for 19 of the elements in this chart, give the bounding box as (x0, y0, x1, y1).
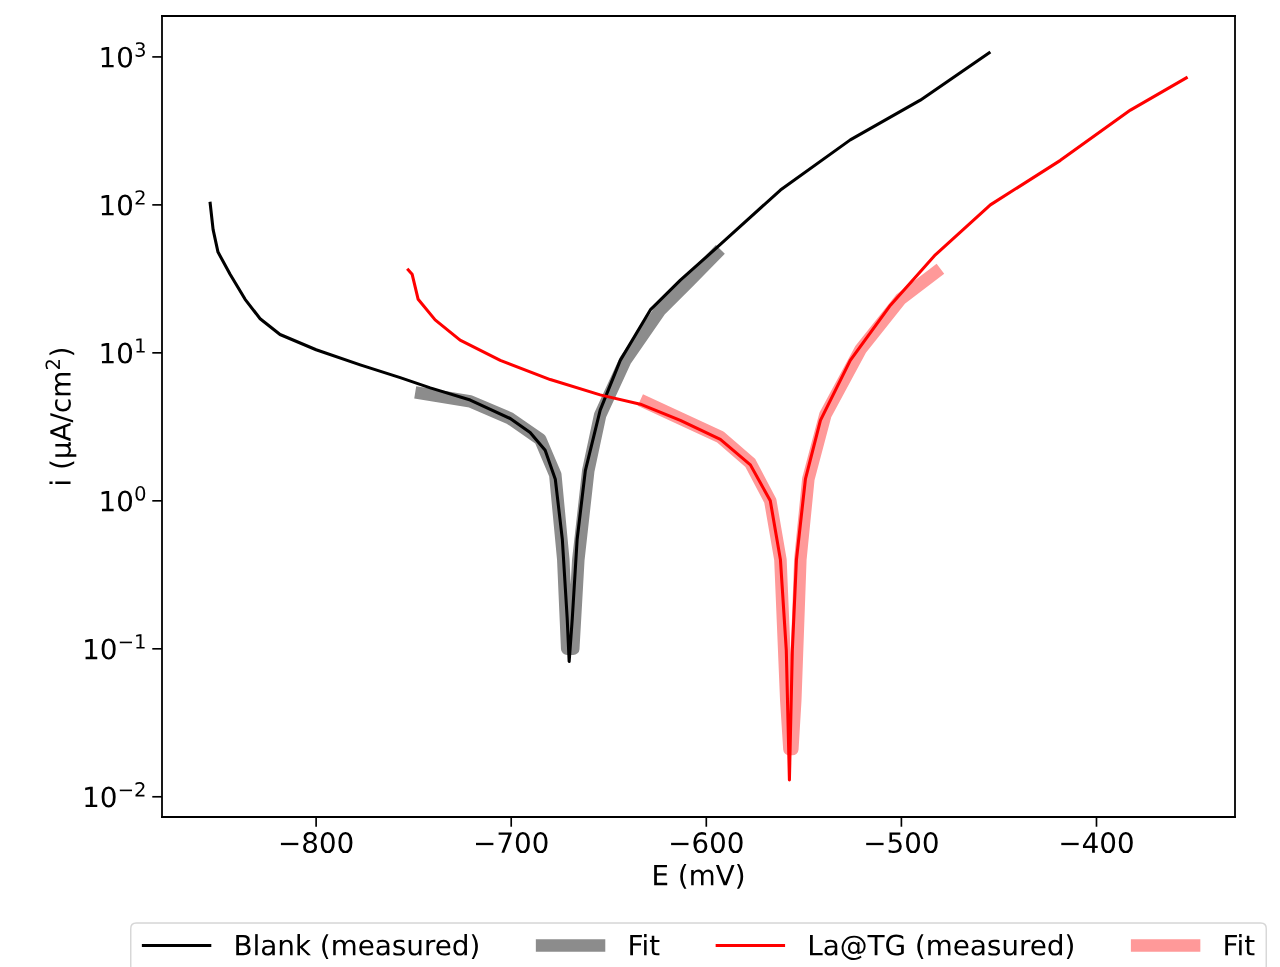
line-series (405, 75, 1190, 782)
x-axis-title: E (mV) (654, 864, 744, 889)
y-axis-title: i (µA/cm$^{2}$) (45, 348, 77, 484)
x-tick-label: −400 (1061, 832, 1133, 854)
y-tick-label: 10$^{−2}$ (85, 782, 145, 808)
legend-label: Blank (measured) (236, 934, 478, 959)
y-tick-label: 10$^{2}$ (101, 190, 145, 216)
y-tick-label: 10$^{−1}$ (85, 634, 145, 660)
x-tick-label: −800 (280, 832, 353, 854)
legend-label: Fit (1225, 934, 1255, 956)
line-series (208, 50, 992, 664)
y-tick-label: 10$^{0}$ (101, 486, 146, 512)
y-tick-label: 10$^{3}$ (101, 42, 145, 68)
legend-label: Fit (630, 934, 660, 956)
x-tick-label: −700 (476, 832, 548, 854)
y-tick-label: 10$^{1}$ (101, 338, 145, 364)
legend-label: La@TG (measured) (810, 934, 1073, 961)
x-tick-label: −500 (866, 832, 938, 854)
x-tick-label: −600 (671, 832, 743, 854)
